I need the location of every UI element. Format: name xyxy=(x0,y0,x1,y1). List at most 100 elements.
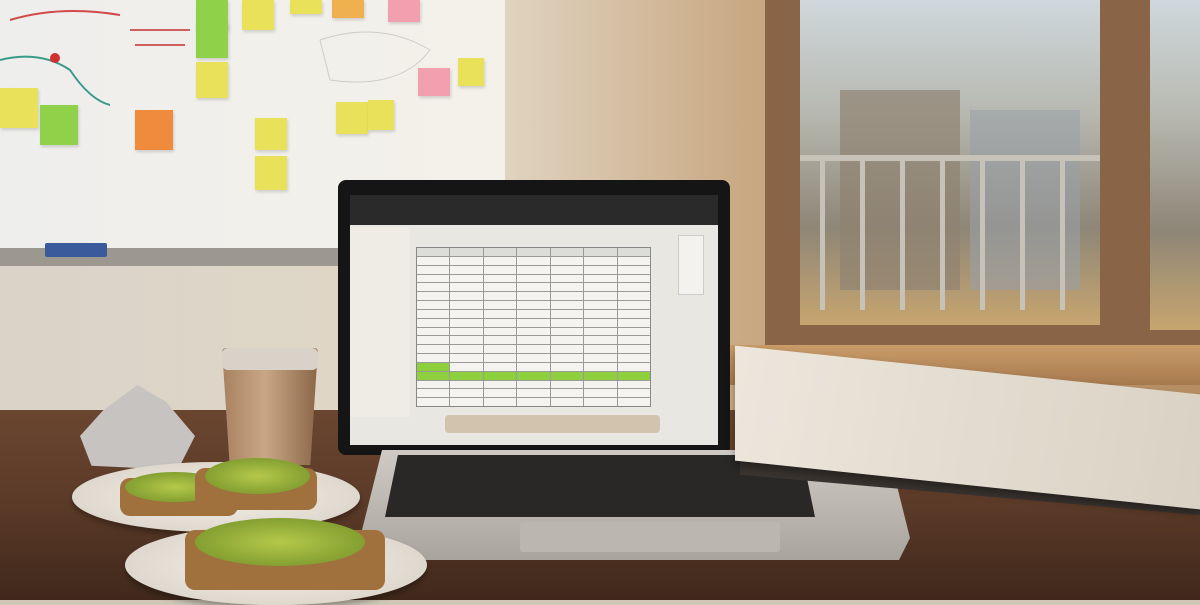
spreadsheet-cell[interactable] xyxy=(483,327,517,336)
spreadsheet-cell[interactable] xyxy=(450,380,483,389)
spreadsheet-cell[interactable] xyxy=(584,283,617,292)
spreadsheet-cell[interactable] xyxy=(550,248,584,256)
spreadsheet-cell[interactable] xyxy=(517,318,550,327)
spreadsheet-cell[interactable] xyxy=(584,292,617,300)
spreadsheet-cell[interactable] xyxy=(584,265,617,274)
spreadsheet-cell[interactable] xyxy=(617,362,650,371)
spreadsheet-cell[interactable] xyxy=(550,265,584,274)
spreadsheet-cell[interactable] xyxy=(584,318,617,327)
spreadsheet-cell[interactable] xyxy=(584,309,617,318)
spreadsheet-grid[interactable] xyxy=(416,247,651,407)
spreadsheet-cell[interactable] xyxy=(517,309,550,318)
spreadsheet-cell[interactable] xyxy=(517,354,550,362)
spreadsheet-cell[interactable] xyxy=(417,309,450,318)
spreadsheet-cell[interactable] xyxy=(550,283,584,292)
trackpad[interactable] xyxy=(520,522,780,552)
spreadsheet-cell[interactable] xyxy=(584,327,617,336)
spreadsheet-cell[interactable] xyxy=(584,336,617,345)
spreadsheet-cell[interactable] xyxy=(584,389,617,398)
spreadsheet-cell[interactable] xyxy=(550,309,584,318)
spreadsheet-cell[interactable] xyxy=(483,380,517,389)
spreadsheet-cell[interactable] xyxy=(517,265,550,274)
spreadsheet-cell[interactable] xyxy=(483,283,517,292)
spreadsheet-cell[interactable] xyxy=(483,389,517,398)
spreadsheet-cell[interactable] xyxy=(450,309,483,318)
spreadsheet-cell[interactable] xyxy=(483,371,517,380)
spreadsheet-cell[interactable] xyxy=(417,362,450,371)
spreadsheet-cell[interactable] xyxy=(450,327,483,336)
spreadsheet-cell[interactable] xyxy=(517,380,550,389)
spreadsheet-cell[interactable] xyxy=(450,292,483,300)
spreadsheet-cell[interactable] xyxy=(617,345,650,353)
spreadsheet-cell[interactable] xyxy=(417,301,450,309)
spreadsheet-cell[interactable] xyxy=(584,345,617,353)
spreadsheet-cell[interactable] xyxy=(617,309,650,318)
spreadsheet-cell[interactable] xyxy=(584,380,617,389)
spreadsheet-cell[interactable] xyxy=(550,398,584,406)
spreadsheet-cell[interactable] xyxy=(417,327,450,336)
spreadsheet-cell[interactable] xyxy=(483,309,517,318)
spreadsheet-cell[interactable] xyxy=(617,380,650,389)
spreadsheet-cell[interactable] xyxy=(517,292,550,300)
spreadsheet-cell[interactable] xyxy=(450,345,483,353)
spreadsheet-cell[interactable] xyxy=(617,283,650,292)
spreadsheet-cell[interactable] xyxy=(550,274,584,283)
spreadsheet-cell[interactable] xyxy=(417,248,450,256)
spreadsheet-cell[interactable] xyxy=(550,371,584,380)
spreadsheet-cell[interactable] xyxy=(517,283,550,292)
spreadsheet-cell[interactable] xyxy=(550,362,584,371)
spreadsheet-cell[interactable] xyxy=(517,362,550,371)
spreadsheet-cell[interactable] xyxy=(517,274,550,283)
spreadsheet-cell[interactable] xyxy=(517,256,550,265)
spreadsheet-cell[interactable] xyxy=(417,345,450,353)
spreadsheet-cell[interactable] xyxy=(450,336,483,345)
spreadsheet-cell[interactable] xyxy=(617,398,650,406)
spreadsheet-cell[interactable] xyxy=(450,274,483,283)
spreadsheet-cell[interactable] xyxy=(450,371,483,380)
spreadsheet-cell[interactable] xyxy=(617,318,650,327)
spreadsheet-cell[interactable] xyxy=(450,389,483,398)
spreadsheet-cell[interactable] xyxy=(450,318,483,327)
spreadsheet-cell[interactable] xyxy=(417,380,450,389)
spreadsheet-cell[interactable] xyxy=(550,336,584,345)
spreadsheet-cell[interactable] xyxy=(417,336,450,345)
spreadsheet-cell[interactable] xyxy=(450,354,483,362)
spreadsheet-cell[interactable] xyxy=(483,274,517,283)
spreadsheet-cell[interactable] xyxy=(483,354,517,362)
spreadsheet-cell[interactable] xyxy=(483,398,517,406)
spreadsheet-cell[interactable] xyxy=(517,248,550,256)
spreadsheet-cell[interactable] xyxy=(450,256,483,265)
spreadsheet-cell[interactable] xyxy=(517,371,550,380)
spreadsheet-cell[interactable] xyxy=(483,301,517,309)
spreadsheet-cell[interactable] xyxy=(417,354,450,362)
spreadsheet-cell[interactable] xyxy=(483,265,517,274)
spreadsheet-cell[interactable] xyxy=(584,256,617,265)
spreadsheet-cell[interactable] xyxy=(617,389,650,398)
spreadsheet-cell[interactable] xyxy=(417,398,450,406)
spreadsheet-cell[interactable] xyxy=(450,362,483,371)
spreadsheet-cell[interactable] xyxy=(584,301,617,309)
spreadsheet-cell[interactable] xyxy=(550,380,584,389)
spreadsheet-cell[interactable] xyxy=(483,318,517,327)
spreadsheet-cell[interactable] xyxy=(550,301,584,309)
spreadsheet-cell[interactable] xyxy=(617,274,650,283)
spreadsheet-cell[interactable] xyxy=(617,256,650,265)
spreadsheet-cell[interactable] xyxy=(483,345,517,353)
spreadsheet-cell[interactable] xyxy=(417,371,450,380)
spreadsheet-cell[interactable] xyxy=(450,301,483,309)
spreadsheet-cell[interactable] xyxy=(417,292,450,300)
spreadsheet-cell[interactable] xyxy=(517,327,550,336)
dock[interactable] xyxy=(445,415,660,433)
spreadsheet-cell[interactable] xyxy=(483,256,517,265)
spreadsheet-cell[interactable] xyxy=(483,336,517,345)
spreadsheet-cell[interactable] xyxy=(517,398,550,406)
spreadsheet-cell[interactable] xyxy=(417,283,450,292)
spreadsheet-cell[interactable] xyxy=(617,354,650,362)
spreadsheet-cell[interactable] xyxy=(584,398,617,406)
spreadsheet-cell[interactable] xyxy=(550,318,584,327)
spreadsheet-cell[interactable] xyxy=(450,265,483,274)
spreadsheet-cell[interactable] xyxy=(417,265,450,274)
spreadsheet-cell[interactable] xyxy=(584,371,617,380)
spreadsheet-cell[interactable] xyxy=(617,301,650,309)
spreadsheet-cell[interactable] xyxy=(417,389,450,398)
